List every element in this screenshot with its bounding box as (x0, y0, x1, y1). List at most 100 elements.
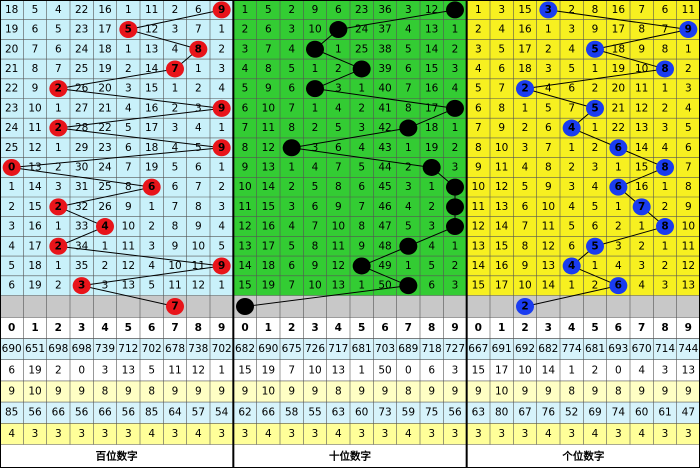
stat-cell: 10 (518, 364, 531, 376)
omission-cell: 2 (545, 43, 552, 55)
omission-cell: 32 (75, 201, 88, 213)
omission-cell: 23 (5, 102, 18, 114)
trend-line (594, 226, 666, 247)
omission-cell: 13 (495, 201, 508, 213)
header-digit: 2 (288, 322, 295, 334)
omission-cell: 29 (75, 142, 88, 154)
omission-cell: 5 (148, 280, 155, 292)
header-digit: 7 (638, 322, 645, 334)
omission-cell: 2 (172, 102, 179, 114)
omission-cell: 7 (288, 102, 295, 114)
stat-cell: 3 (685, 428, 692, 440)
draw-circle (399, 237, 418, 255)
stat-cell: 3 (55, 428, 62, 440)
omission-cell: 7 (522, 221, 529, 233)
stat-cell: 4 (405, 428, 412, 440)
stat-cell: 9 (545, 386, 552, 398)
stat-cell: 4 (638, 364, 645, 376)
omission-cell: 3 (55, 181, 62, 193)
trend-line (58, 186, 152, 208)
draw-circle (166, 60, 184, 78)
omission-cell: 1 (592, 260, 599, 272)
omission-cell: 17 (98, 24, 111, 36)
draw-circle (632, 198, 651, 216)
omission-cell: 25 (98, 181, 111, 193)
stat-cell: 85 (5, 407, 18, 419)
omission-cell: 2 (335, 63, 342, 75)
omission-cell: 11 (682, 240, 695, 252)
stat-cell: 8 (102, 386, 109, 398)
omission-cell: 2 (288, 181, 295, 193)
stat-cell: 3 (358, 428, 365, 440)
omission-cell: 5 (312, 181, 319, 193)
stat-cell: 59 (402, 407, 415, 419)
draw-digit: 8 (195, 43, 202, 55)
draw-circle (189, 40, 208, 58)
omission-cell: 4 (568, 201, 575, 213)
omission-cell: 12 (122, 260, 135, 272)
omission-cell: 4 (335, 102, 342, 114)
omission-cell: 5 (685, 122, 692, 134)
stat-cell: 8 (615, 386, 622, 398)
omission-cell: 6 (428, 280, 435, 292)
header-digit: 6 (148, 322, 155, 334)
omission-cell: 1 (452, 240, 459, 252)
omission-cell: 17 (518, 43, 531, 55)
omission-cell: 1 (172, 83, 179, 95)
omission-cell: 10 (308, 280, 321, 292)
stat-cell: 9 (218, 386, 225, 398)
stat-cell: 1 (358, 364, 365, 376)
omission-cell: 4 (475, 63, 482, 75)
omission-cell: 9 (638, 43, 645, 55)
omission-cell: 9 (475, 161, 482, 173)
stat-cell: 712 (118, 343, 138, 355)
draw-circle (562, 257, 581, 275)
draw-circle (609, 277, 628, 295)
omission-cell: 12 (495, 181, 508, 193)
panel-label: 十位数字 (329, 449, 371, 462)
stat-cell: 0 (78, 364, 85, 376)
draw-digit: 0 (241, 301, 248, 313)
omission-cell: 6 (265, 24, 272, 36)
omission-cell: 11 (472, 201, 485, 213)
trend-line (128, 9, 222, 31)
trend-line (291, 147, 432, 168)
omission-cell: 10 (495, 142, 508, 154)
omission-cell: 4 (685, 102, 692, 114)
omission-cell: 1 (662, 181, 669, 193)
omission-cell: 1 (125, 43, 132, 55)
omission-cell: 1 (288, 161, 295, 173)
omission-cell: 2 (55, 161, 62, 173)
draw-circle (166, 298, 184, 315)
stat-cell: 690 (258, 343, 278, 355)
omission-cell: 31 (75, 181, 88, 193)
stat-cell: 10 (28, 386, 41, 398)
omission-cell: 9 (32, 83, 39, 95)
omission-cell: 4 (592, 181, 599, 193)
omission-cell: 3 (358, 122, 365, 134)
stat-cell: 3 (382, 428, 389, 440)
stat-cell: 3 (172, 428, 179, 440)
omission-cell: 4 (568, 43, 575, 55)
draw-digit: 7 (171, 301, 178, 313)
stat-cell: 4 (592, 428, 599, 440)
omission-cell: 6 (55, 43, 62, 55)
stat-cell: 3 (452, 364, 459, 376)
header-digit: 6 (615, 322, 622, 334)
draw-digit: 2 (55, 122, 62, 134)
stat-cell: 57 (192, 407, 205, 419)
trend-line (58, 107, 222, 129)
stat-cell: 61 (658, 407, 671, 419)
stat-cell: 3 (125, 428, 132, 440)
draw-digit: 7 (405, 280, 412, 292)
stat-cell: 692 (515, 343, 535, 355)
stat-cell: 702 (142, 343, 162, 355)
omission-cell: 6 (498, 63, 505, 75)
omission-cell: 4 (242, 63, 249, 75)
draw-circle (586, 40, 604, 58)
omission-cell: 16 (145, 102, 159, 114)
omission-cell: 22 (75, 4, 88, 16)
draw-circle (306, 80, 324, 98)
omission-cell: 8 (265, 63, 272, 75)
